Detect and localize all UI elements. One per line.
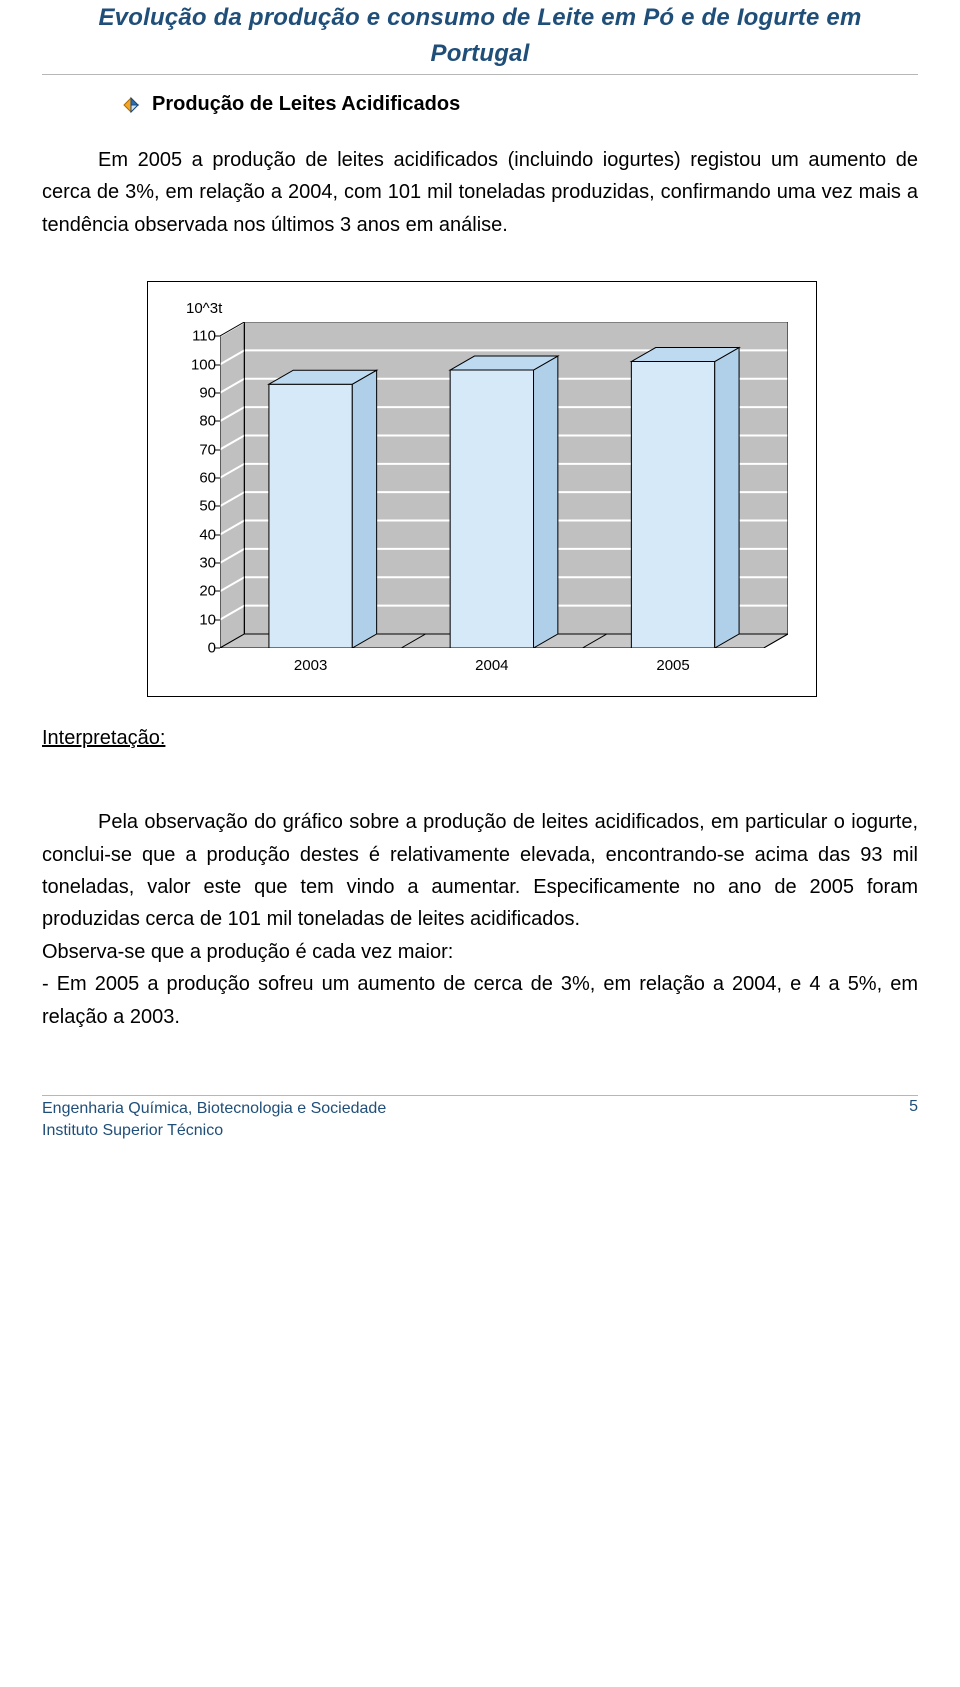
section-title: Produção de Leites Acidificados <box>152 93 460 116</box>
bullet-icon <box>122 96 140 114</box>
y-tick-label: 100 <box>180 356 216 373</box>
footer-line-1: Engenharia Química, Biotecnologia e Soci… <box>42 1098 386 1120</box>
page-header: Evolução da produção e consumo de Leite … <box>42 0 918 75</box>
intro-paragraph: Em 2005 a produção de leites acidificado… <box>42 144 918 241</box>
page-footer: Engenharia Química, Biotecnologia e Soci… <box>42 1095 918 1141</box>
x-tick-label: 2004 <box>475 657 508 674</box>
y-tick-label: 30 <box>180 555 216 572</box>
y-tick-label: 60 <box>180 469 216 486</box>
body-paragraph-1: Pela observação do gráfico sobre a produ… <box>42 806 918 936</box>
y-tick-label: 10 <box>180 611 216 628</box>
y-tick-label: 80 <box>180 413 216 430</box>
body-paragraph-2: Observa-se que a produção é cada vez mai… <box>42 936 918 968</box>
y-tick-label: 20 <box>180 583 216 600</box>
header-line-2: Portugal <box>42 36 918 72</box>
y-tick-label: 90 <box>180 384 216 401</box>
y-axis-unit: 10^3t <box>186 300 222 317</box>
section-heading-row: Produção de Leites Acidificados <box>122 93 918 116</box>
chart-frame: 10^3t 0 10 20 30 40 50 60 70 80 90 100 110 2003 2004… <box>147 281 817 697</box>
footer-line-2: Instituto Superior Técnico <box>42 1120 386 1142</box>
header-line-1: Evolução da produção e consumo de Leite … <box>42 0 918 36</box>
y-tick-label: 70 <box>180 441 216 458</box>
y-tick-label: 0 <box>180 640 216 657</box>
body-paragraph-3: - Em 2005 a produção sofreu um aumento d… <box>42 968 918 1033</box>
x-tick-label: 2005 <box>656 657 689 674</box>
y-tick-label: 40 <box>180 526 216 543</box>
y-tick-label: 50 <box>180 498 216 515</box>
x-tick-label: 2003 <box>294 657 327 674</box>
footer-left: Engenharia Química, Biotecnologia e Soci… <box>42 1098 386 1141</box>
chart-area: 10^3t 0102030405060708090100110 20032004… <box>220 304 788 674</box>
footer-page-number: 5 <box>909 1098 918 1116</box>
interpretation-heading: Interpretação: <box>42 727 918 750</box>
y-tick-label: 110 <box>180 328 216 345</box>
